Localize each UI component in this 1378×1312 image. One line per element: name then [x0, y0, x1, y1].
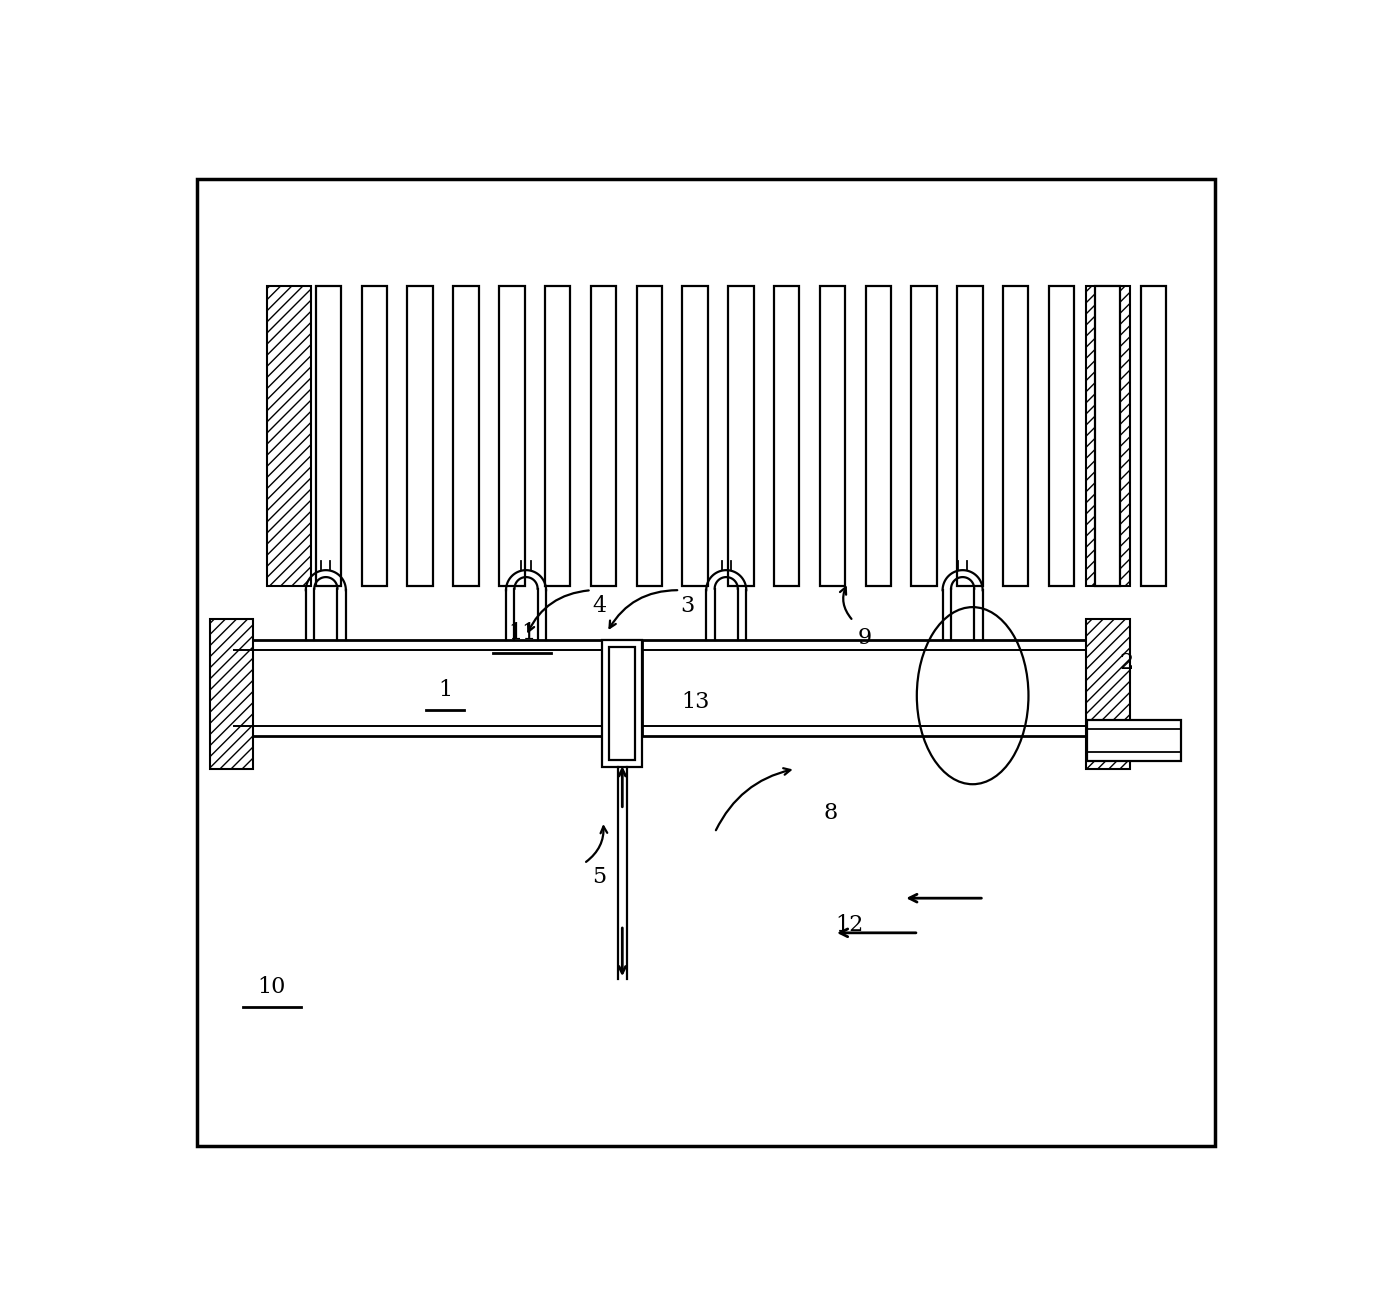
Text: 5: 5 [593, 866, 606, 888]
Bar [234, 640, 604, 736]
Bar [1094, 286, 1120, 586]
Bar [544, 286, 570, 586]
Bar [591, 286, 616, 586]
Text: 1: 1 [438, 680, 452, 702]
Text: 8: 8 [823, 803, 838, 824]
Bar [958, 286, 983, 586]
Text: 4: 4 [593, 594, 606, 617]
Text: 11: 11 [508, 622, 536, 643]
Text: 13: 13 [681, 691, 710, 712]
Bar [609, 647, 635, 761]
Text: 2: 2 [1119, 652, 1134, 674]
Bar [774, 286, 799, 586]
Bar [602, 640, 642, 768]
Bar [211, 619, 252, 769]
Bar [1087, 719, 1181, 761]
Text: 9: 9 [857, 627, 872, 649]
Bar [316, 286, 342, 586]
Text: 12: 12 [835, 914, 864, 937]
Bar [1086, 286, 1130, 586]
Bar [911, 286, 937, 586]
Bar [408, 286, 433, 586]
Bar [1003, 286, 1028, 586]
Bar [682, 286, 708, 586]
Bar [499, 286, 525, 586]
Bar [453, 286, 478, 586]
Bar [637, 286, 661, 586]
Bar [1086, 619, 1130, 769]
Text: 3: 3 [681, 594, 695, 617]
Text: 10: 10 [258, 976, 287, 997]
Bar [820, 286, 845, 586]
Bar [361, 286, 387, 586]
Bar [642, 640, 1086, 736]
Bar [1141, 286, 1166, 586]
Bar [266, 286, 311, 586]
Bar [728, 286, 754, 586]
Bar [865, 286, 892, 586]
Bar [1049, 286, 1075, 586]
